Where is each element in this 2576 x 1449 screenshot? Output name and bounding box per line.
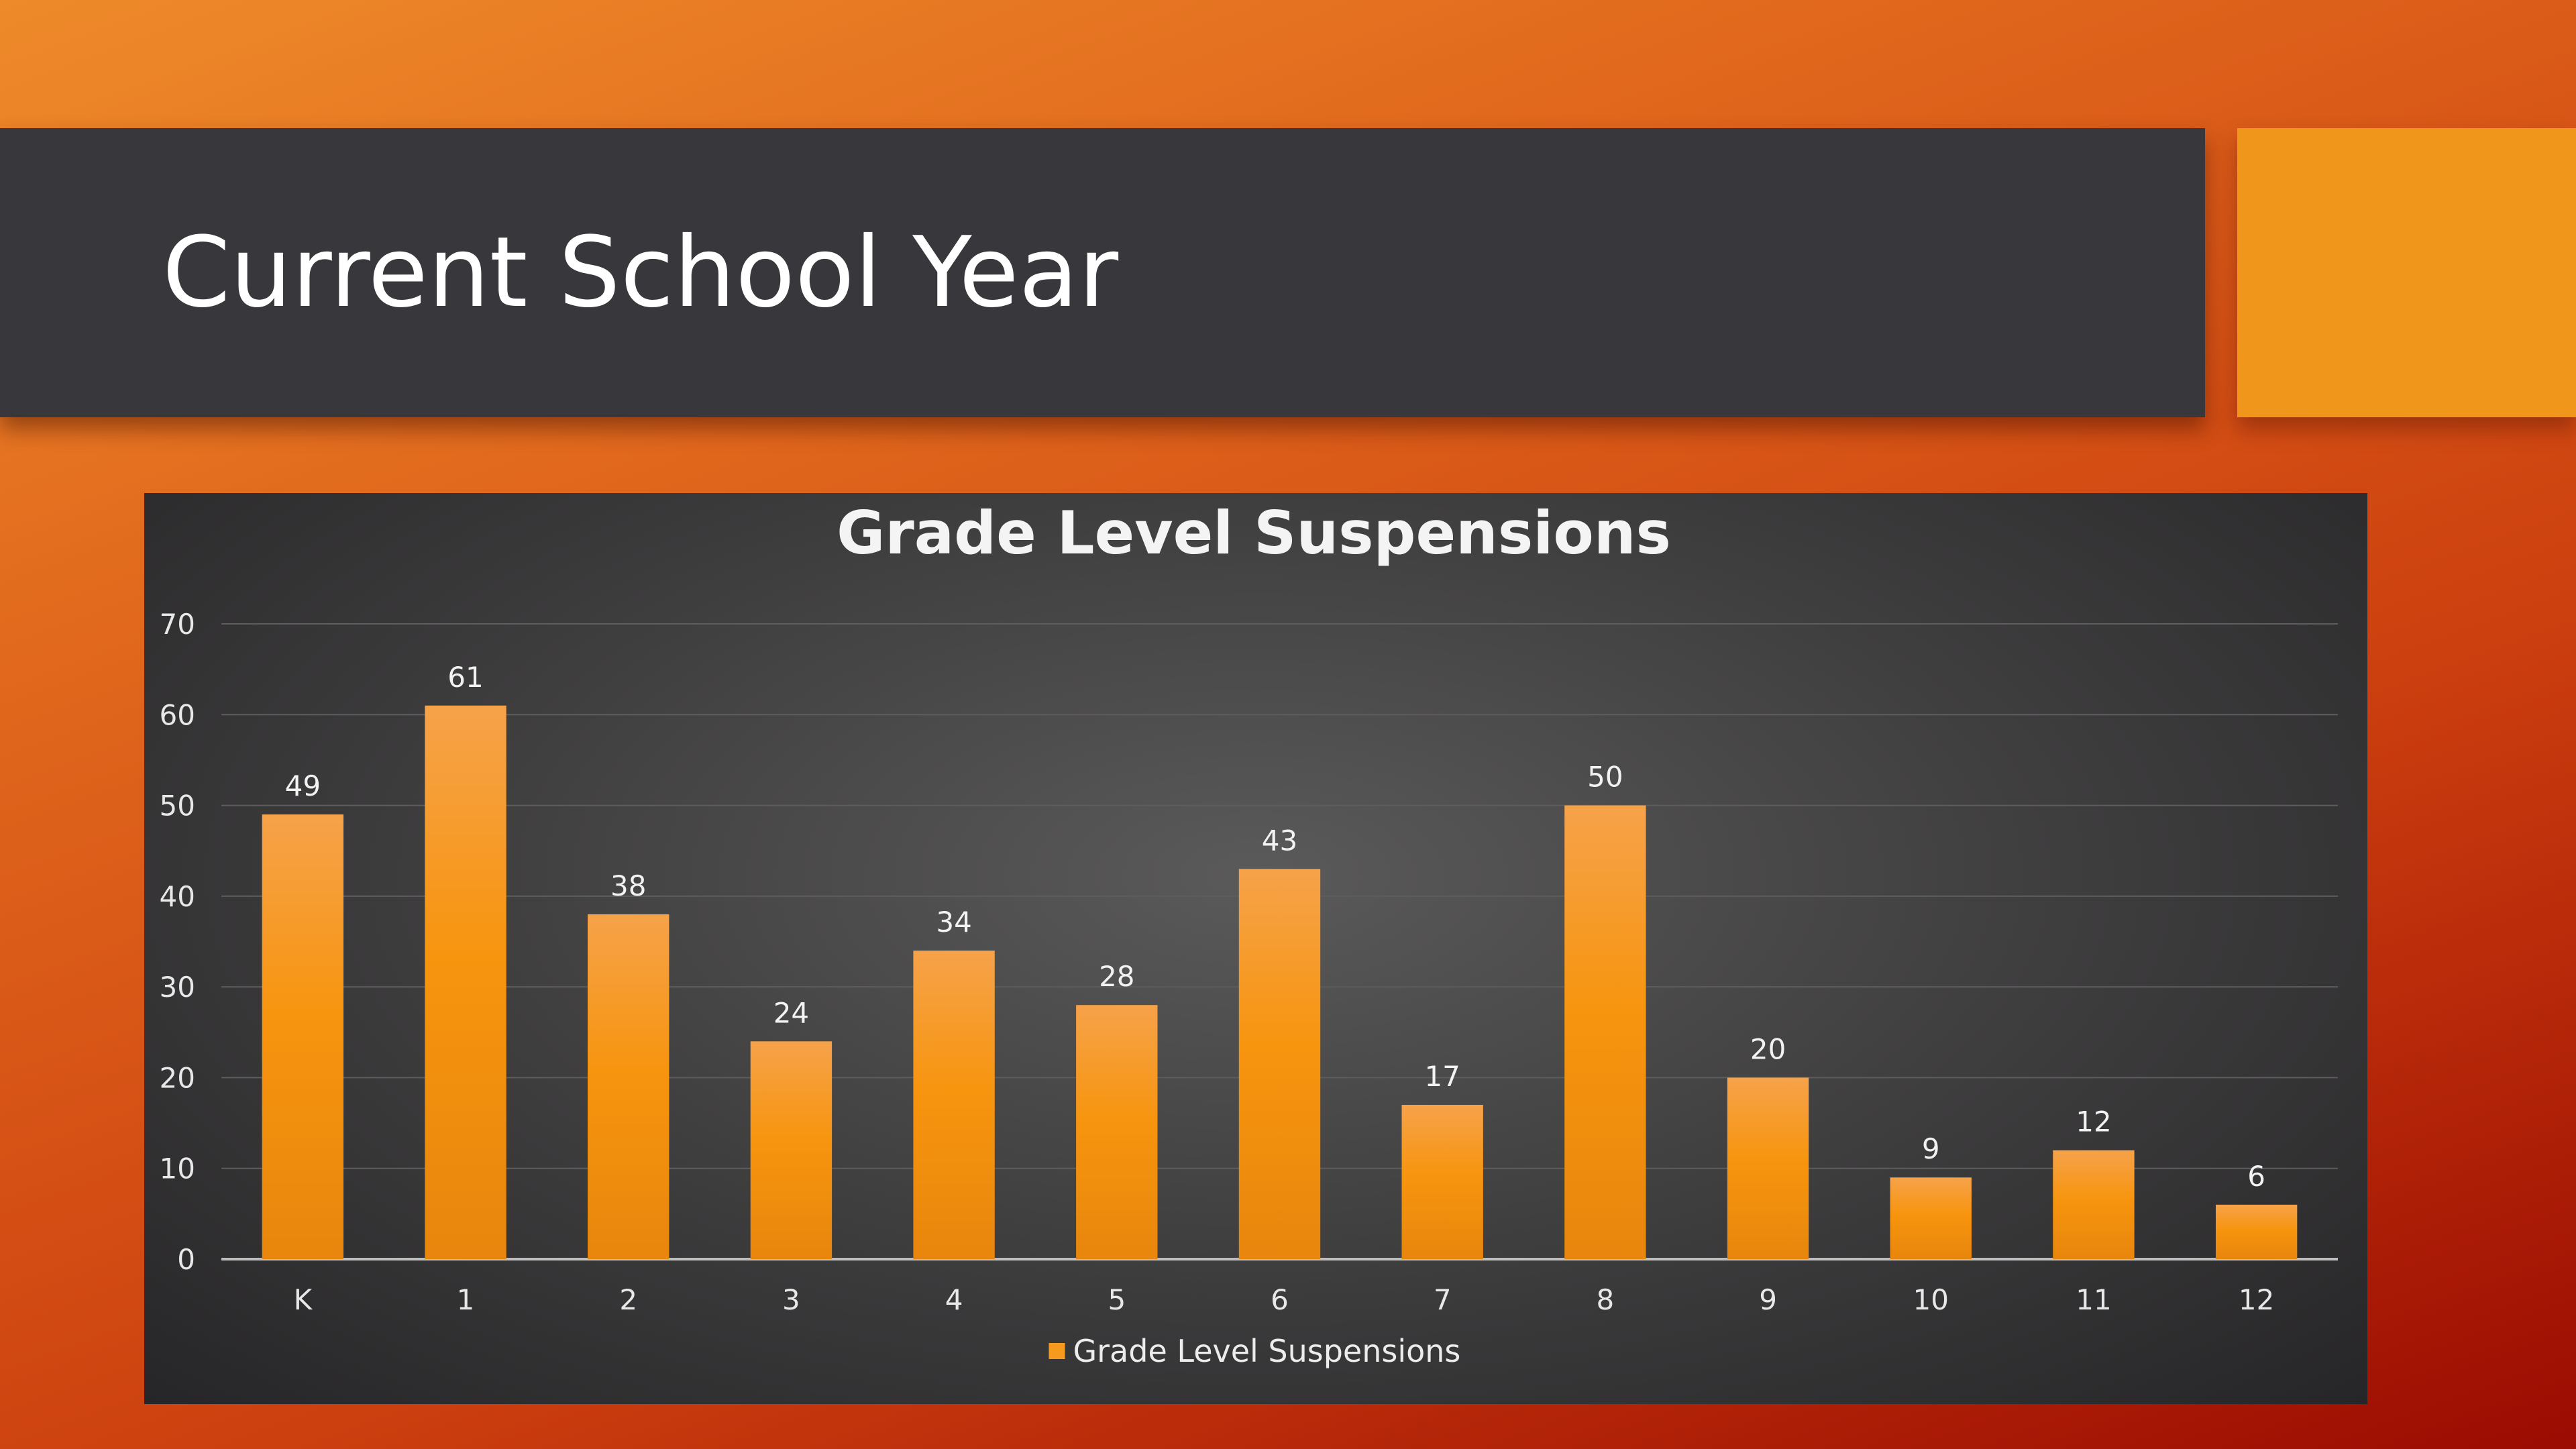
data-label: 43 <box>1262 824 1297 857</box>
x-tick-label: 9 <box>1759 1283 1777 1316</box>
x-tick-label: 4 <box>945 1283 963 1316</box>
slide-title-bar: Current School Year <box>0 128 2205 417</box>
bar <box>1238 869 1321 1259</box>
x-tick-label: 2 <box>619 1283 637 1316</box>
x-axis-ticks: K 1 2 3 4 5 6 7 8 9 10 11 12 <box>294 1283 2275 1316</box>
data-label: 12 <box>2076 1106 2111 1138</box>
x-tick-label: 7 <box>1434 1283 1452 1316</box>
y-tick-label: 20 <box>160 1061 195 1094</box>
data-labels: 49 61 38 24 34 28 43 17 50 20 9 12 6 <box>285 661 2265 1193</box>
data-label: 49 <box>285 769 321 802</box>
x-tick-label: 11 <box>2076 1283 2111 1316</box>
x-tick-label: 8 <box>1597 1283 1615 1316</box>
x-tick-label: 6 <box>1271 1283 1289 1316</box>
bar <box>2053 1150 2135 1259</box>
x-tick-label: 3 <box>782 1283 800 1316</box>
data-label: 9 <box>1922 1132 1940 1165</box>
x-tick-label: 12 <box>2239 1283 2274 1316</box>
y-tick-label: 0 <box>177 1243 195 1276</box>
bar <box>750 1041 833 1259</box>
bar <box>2215 1204 2298 1259</box>
x-tick-label: K <box>294 1283 313 1316</box>
data-label: 34 <box>936 906 971 938</box>
data-label: 61 <box>447 661 483 694</box>
x-tick-label: 5 <box>1108 1283 1126 1316</box>
bars <box>262 705 2298 1259</box>
bar <box>913 951 995 1259</box>
bar-chart: Grade Level Suspensions 010203040506070 … <box>160 498 2338 1369</box>
x-tick-label: 10 <box>1913 1283 1949 1316</box>
data-label: 17 <box>1424 1060 1460 1093</box>
data-label: 28 <box>1099 960 1134 993</box>
bar <box>1727 1077 1809 1259</box>
y-tick-label: 70 <box>160 608 195 641</box>
data-label: 38 <box>610 869 646 902</box>
bar <box>425 705 506 1259</box>
bar <box>1564 805 1646 1259</box>
bar <box>1401 1105 1483 1259</box>
slide-title: Current School Year <box>162 216 1119 329</box>
data-label: 24 <box>773 996 809 1029</box>
data-label: 6 <box>2247 1160 2265 1193</box>
y-axis-ticks: 0 10 20 30 40 50 60 70 <box>160 608 195 1276</box>
y-tick-label: 10 <box>160 1152 195 1185</box>
y-tick-label: 60 <box>160 698 195 731</box>
y-tick-label: 30 <box>160 971 195 1004</box>
legend-swatch <box>1049 1343 1065 1359</box>
chart-title: Grade Level Suspensions <box>837 498 1671 568</box>
bar <box>1890 1177 1972 1259</box>
y-tick-label: 40 <box>160 880 195 913</box>
y-tick-label: 50 <box>160 790 195 822</box>
bar <box>1076 1005 1158 1259</box>
data-label: 50 <box>1587 761 1623 794</box>
legend: Grade Level Suspensions <box>1049 1333 1461 1369</box>
bar <box>588 914 669 1259</box>
bar <box>262 814 344 1259</box>
chart-panel: Grade Level Suspensions 0 10 20 30 40 50 60 70 … <box>144 493 2367 1404</box>
data-label: 20 <box>1750 1032 1786 1065</box>
accent-box <box>2237 128 2576 417</box>
legend-label: Grade Level Suspensions <box>1073 1333 1461 1369</box>
x-tick-label: 1 <box>457 1283 475 1316</box>
